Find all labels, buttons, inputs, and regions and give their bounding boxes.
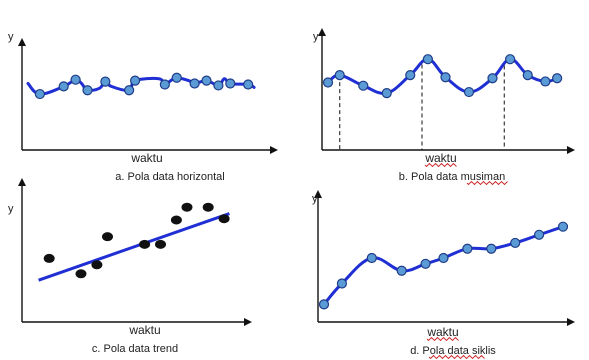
series-line bbox=[322, 225, 565, 306]
data-point bbox=[358, 80, 369, 91]
chart-panel-3: y waktu c. Pola data trend bbox=[8, 178, 252, 355]
data-point bbox=[420, 258, 431, 269]
data-point bbox=[102, 232, 113, 242]
data-point bbox=[396, 265, 407, 276]
x-axis-label: waktu bbox=[128, 323, 160, 337]
data-point bbox=[181, 202, 193, 212]
data-point bbox=[405, 69, 416, 81]
data-point bbox=[381, 88, 392, 99]
x-axis-label: waktu bbox=[426, 325, 458, 339]
data-point bbox=[462, 243, 473, 254]
data-point bbox=[218, 214, 230, 224]
data-point bbox=[201, 75, 212, 86]
y-axis-arrow bbox=[18, 178, 26, 186]
data-point bbox=[440, 72, 451, 83]
y-axis-label: y bbox=[8, 31, 14, 43]
chart-title: d. Pola data siklis bbox=[410, 345, 496, 357]
chart-title: a. Pola data horizontal bbox=[115, 171, 224, 183]
spellcheck-underline bbox=[466, 180, 508, 186]
data-point bbox=[334, 69, 345, 81]
data-point bbox=[322, 77, 334, 88]
data-point bbox=[91, 260, 103, 270]
data-point bbox=[159, 79, 170, 90]
data-point bbox=[82, 85, 93, 96]
data-point bbox=[171, 72, 182, 83]
data-point bbox=[243, 79, 254, 90]
data-point bbox=[58, 81, 69, 92]
data-point bbox=[487, 73, 498, 84]
data-point bbox=[510, 237, 521, 249]
data-point bbox=[463, 86, 475, 98]
data-point bbox=[100, 76, 111, 87]
data-point bbox=[75, 269, 87, 279]
data-point bbox=[438, 252, 449, 264]
data-point bbox=[170, 215, 182, 225]
chart-panel-2: y waktu b. Pola data musiman bbox=[313, 28, 575, 186]
data-point bbox=[213, 80, 224, 91]
data-point bbox=[505, 54, 516, 65]
spellcheck-underline bbox=[428, 354, 485, 360]
data-point bbox=[70, 74, 81, 85]
x-axis-label: waktu bbox=[130, 151, 162, 165]
data-point bbox=[533, 229, 545, 240]
x-axis-arrow bbox=[567, 318, 575, 326]
data-point bbox=[366, 252, 377, 264]
chart-panel-4: y waktu d. Pola data siklis bbox=[312, 190, 575, 360]
y-axis-arrow bbox=[314, 190, 322, 198]
y-axis-label: y bbox=[312, 193, 318, 205]
data-point bbox=[34, 88, 46, 100]
data-point bbox=[225, 78, 236, 89]
data-point bbox=[139, 239, 151, 249]
y-axis-label: y bbox=[313, 31, 319, 43]
data-point bbox=[552, 73, 563, 84]
data-point bbox=[202, 202, 214, 212]
data-point bbox=[422, 54, 433, 65]
spellcheck-underline bbox=[426, 336, 459, 342]
chart-title: b. Pola data musiman bbox=[399, 171, 505, 183]
data-point bbox=[557, 221, 569, 232]
data-point bbox=[522, 69, 533, 81]
data-point bbox=[124, 85, 135, 96]
spellcheck-underline bbox=[424, 162, 457, 168]
chart-panel-1: y waktu a. Pola data horizontal bbox=[8, 31, 278, 183]
data-point bbox=[189, 78, 200, 89]
trend-line bbox=[38, 212, 230, 282]
x-axis-arrow bbox=[270, 146, 278, 154]
data-point bbox=[155, 239, 166, 249]
data-point bbox=[130, 75, 141, 86]
data-point bbox=[336, 278, 348, 289]
x-axis-label: waktu bbox=[424, 151, 456, 165]
y-axis-arrow bbox=[318, 28, 326, 36]
x-axis-arrow bbox=[567, 146, 575, 154]
data-point bbox=[486, 243, 497, 254]
x-axis-arrow bbox=[244, 318, 252, 326]
data-point bbox=[318, 299, 330, 310]
y-axis-arrow bbox=[18, 38, 26, 46]
data-point bbox=[540, 76, 551, 87]
chart-title: c. Pola data trend bbox=[92, 343, 178, 355]
y-axis-label: y bbox=[8, 203, 14, 215]
data-point bbox=[43, 253, 55, 263]
